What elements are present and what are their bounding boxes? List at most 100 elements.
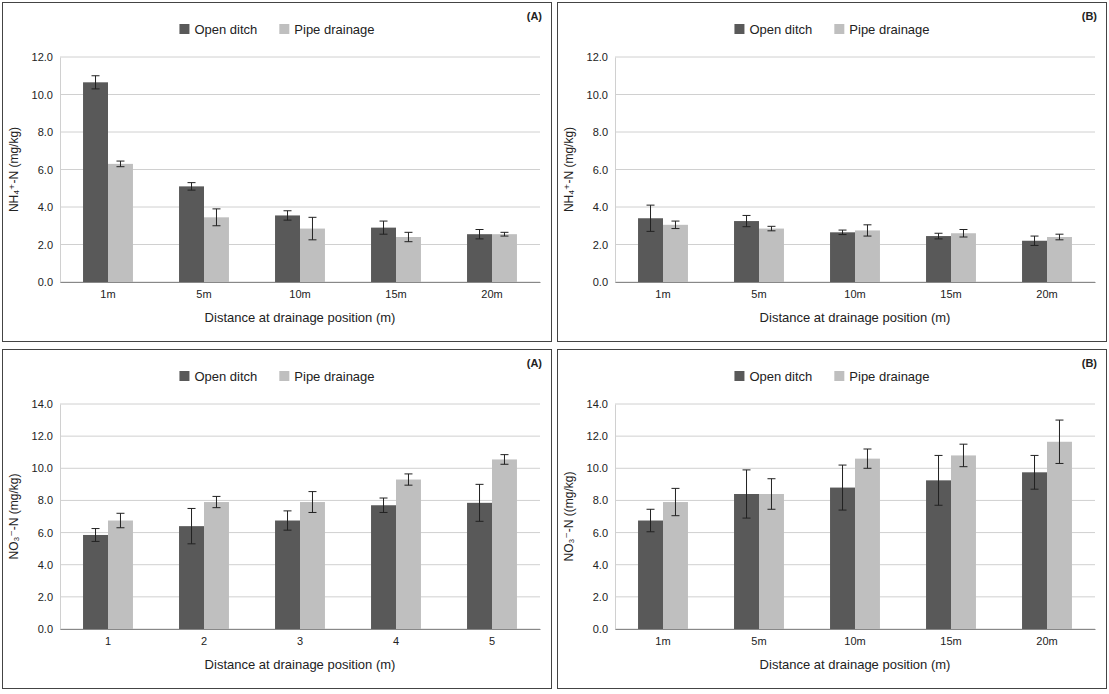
- error-bar: [671, 488, 679, 515]
- legend-label: Open ditch: [194, 369, 257, 384]
- y-tick-label: 12.0: [32, 430, 53, 442]
- error-bar-line: [647, 205, 655, 206]
- y-tick: 4.0: [38, 201, 60, 213]
- error-bar-line: [863, 224, 871, 225]
- y-tick: 12.0: [587, 430, 615, 442]
- error-bar: [671, 221, 679, 229]
- y-tick: 6.0: [38, 164, 60, 176]
- error-bar-line: [963, 230, 964, 238]
- y-tick-label: 4.0: [38, 201, 53, 213]
- error-bar-line: [408, 232, 409, 241]
- error-bar-line: [404, 485, 412, 486]
- x-tick: 1m: [655, 282, 670, 300]
- bar: [108, 521, 133, 629]
- y-tick: 8.0: [38, 494, 60, 506]
- error-bar-line: [959, 466, 967, 467]
- bar-series: [108, 161, 517, 282]
- error-bar-line: [308, 239, 316, 240]
- error-bar-line: [476, 484, 484, 485]
- bar: [492, 459, 517, 629]
- error-bar: [743, 470, 751, 518]
- grid-line: [60, 436, 540, 437]
- error-bar-line: [1031, 489, 1039, 490]
- error-bar-line: [938, 233, 939, 239]
- x-tick: 5m: [751, 282, 766, 300]
- error-bar: [839, 465, 847, 510]
- y-tick-label: 2.0: [38, 591, 53, 603]
- legend: Open ditch Pipe drainage: [179, 369, 374, 384]
- x-tick-label: 10m: [844, 635, 865, 647]
- error-bar-line: [647, 531, 655, 532]
- grid: [615, 404, 1095, 629]
- error-bar-line: [959, 444, 967, 445]
- error-bar-line: [1031, 245, 1039, 246]
- grid-line: [60, 57, 540, 58]
- x-tick-label: 2: [201, 635, 207, 647]
- error-bar-line: [839, 230, 847, 231]
- y-tick-label: 8.0: [38, 126, 53, 138]
- y-axis: 0.02.04.06.08.010.012.014.0: [32, 398, 61, 635]
- error-bar-line: [476, 521, 484, 522]
- y-axis-title: NH₄⁺-N (mg/kg): [7, 127, 21, 212]
- error-bar-line: [743, 226, 751, 227]
- panel: 0.02.04.06.08.010.012.01m5m10m15m20mDist…: [558, 3, 1107, 342]
- error-bar: [935, 455, 943, 505]
- x-axis-title: Distance at drainage position (m): [760, 310, 951, 325]
- y-tick: 12.0: [32, 430, 60, 442]
- error-bar-line: [1034, 455, 1035, 489]
- error-bar: [404, 232, 412, 241]
- error-bar: [1031, 455, 1039, 489]
- y-tick-label: 0.0: [593, 276, 608, 288]
- error-bar-line: [839, 510, 847, 511]
- bar: [1047, 442, 1072, 629]
- error-bar: [116, 161, 124, 167]
- x-tick: 20m: [481, 282, 502, 300]
- error-bar-line: [380, 498, 388, 499]
- error-bar-line: [95, 76, 96, 89]
- y-tick-label: 2.0: [593, 591, 608, 603]
- plot-area: [638, 420, 1072, 629]
- error-bar: [935, 233, 943, 239]
- x-tick-label: 10m: [289, 288, 310, 300]
- error-bar-line: [935, 455, 943, 456]
- error-bar-line: [380, 512, 388, 513]
- y-tick-label: 2.0: [593, 239, 608, 251]
- y-tick-label: 8.0: [593, 126, 608, 138]
- error-bar-line: [959, 229, 967, 230]
- error-bar: [284, 511, 292, 530]
- error-bar-line: [1031, 455, 1039, 456]
- y-tick: 14.0: [32, 398, 60, 410]
- y-tick: 2.0: [593, 239, 615, 251]
- y-tick-label: 2.0: [38, 239, 53, 251]
- grid-line: [60, 94, 540, 95]
- error-bar-line: [500, 232, 508, 233]
- error-bar-line: [95, 529, 96, 542]
- error-bar-line: [284, 510, 292, 511]
- legend-label: Pipe drainage: [294, 369, 374, 384]
- grid-line: [60, 132, 540, 133]
- error-bar-line: [675, 488, 676, 515]
- x-axis: 1m5m10m15m20m: [61, 282, 541, 300]
- bar-series: [108, 455, 517, 629]
- error-bar-line: [92, 75, 100, 76]
- bar: [467, 503, 492, 629]
- bar: [108, 164, 133, 282]
- error-bar-line: [120, 161, 121, 167]
- y-tick-label: 6.0: [38, 527, 53, 539]
- panel-label: (B): [1082, 10, 1098, 22]
- bar: [396, 237, 421, 282]
- bar-series: [638, 205, 1047, 282]
- x-tick: 5m: [751, 629, 766, 647]
- bar: [951, 233, 976, 282]
- legend-label: Pipe drainage: [849, 22, 929, 37]
- legend-label: Pipe drainage: [849, 369, 929, 384]
- x-tick-label: 1m: [655, 288, 670, 300]
- error-bar: [212, 496, 220, 507]
- bar: [179, 186, 204, 282]
- legend-label: Open ditch: [194, 22, 257, 37]
- legend-label: Open ditch: [749, 369, 812, 384]
- y-tick-label: 12.0: [587, 51, 608, 63]
- grid: [60, 404, 540, 629]
- y-tick: 14.0: [587, 398, 615, 410]
- y-tick: 4.0: [593, 201, 615, 213]
